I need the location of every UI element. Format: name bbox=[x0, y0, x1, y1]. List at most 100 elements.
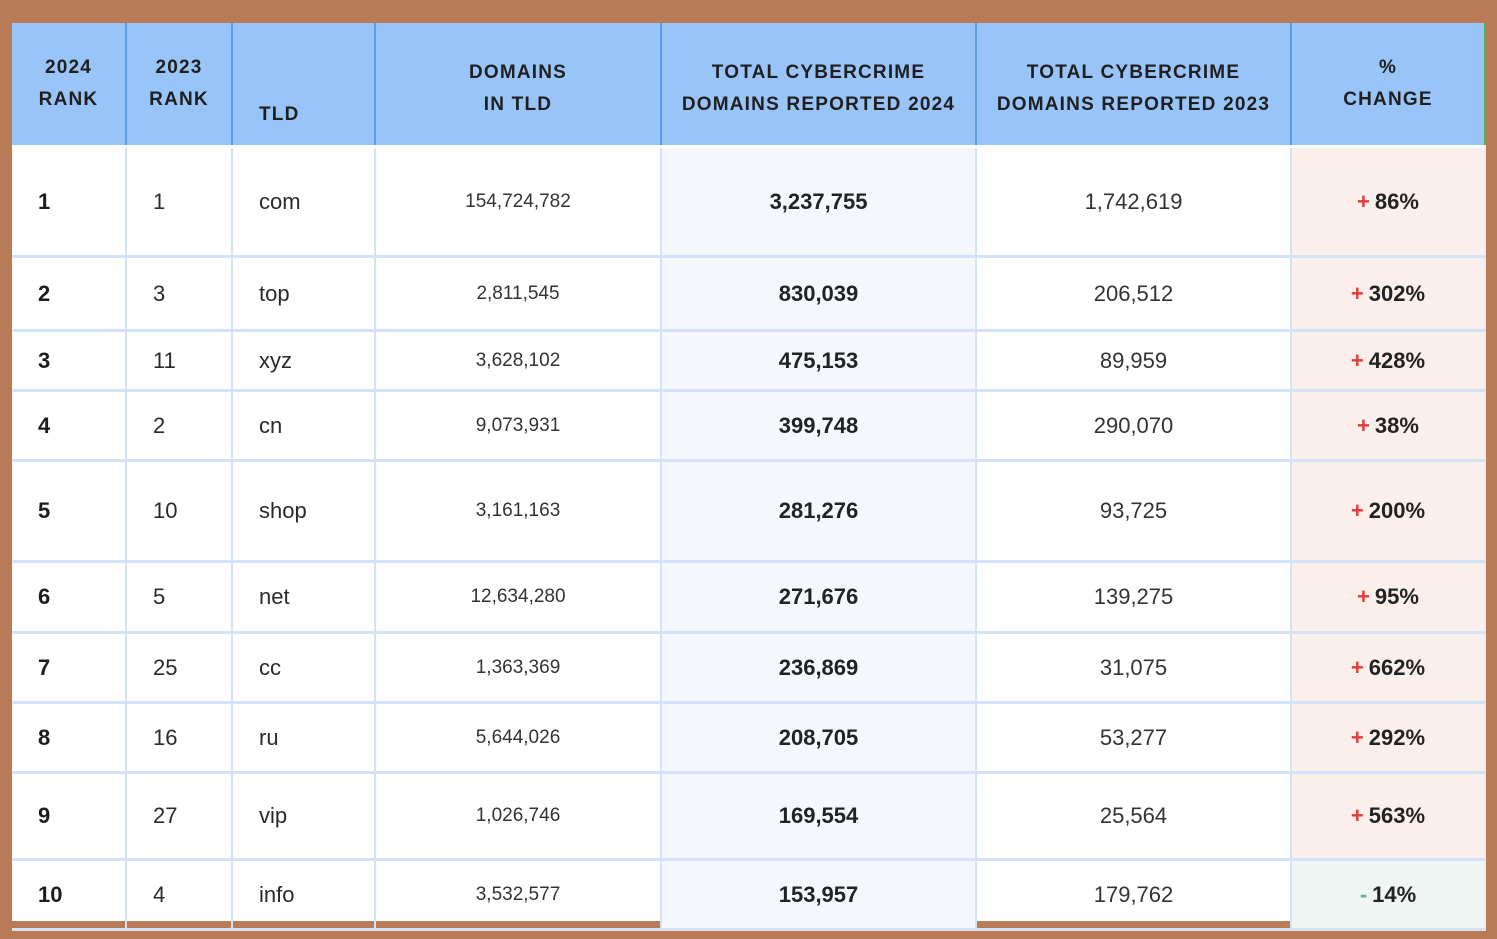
header-line: TOTAL CYBERCRIME bbox=[711, 62, 926, 83]
reported-2024-cell: 475,153 bbox=[661, 330, 977, 392]
header-line: RANK bbox=[38, 89, 99, 110]
table-frame: 2024 RANK 2023 RANK TLD DOMAINS IN TLD T… bbox=[12, 23, 1486, 931]
header-row: 2024 RANK 2023 RANK TLD DOMAINS IN TLD T… bbox=[12, 23, 1486, 148]
table-row: 6 5 net 12,634,280 271,676 139,275 +95% bbox=[12, 561, 1486, 634]
reported-2024-cell: 208,705 bbox=[661, 702, 977, 774]
reported-2024-cell: 3,237,755 bbox=[661, 146, 977, 258]
reported-2024-cell: 153,957 bbox=[661, 859, 977, 931]
tld-cell: net bbox=[232, 561, 376, 634]
tld-cell: cc bbox=[232, 632, 376, 704]
percent-change-cell: +86% bbox=[1290, 146, 1486, 258]
percent-change-value: 292% bbox=[1368, 724, 1426, 750]
tld-cell: cn bbox=[232, 390, 376, 462]
rank-2024-cell: 3 bbox=[12, 330, 127, 392]
reported-2023-cell: 139,275 bbox=[976, 561, 1292, 634]
percent-change-cell: +428% bbox=[1290, 330, 1486, 392]
domains-in-tld-cell: 3,628,102 bbox=[375, 330, 662, 392]
header-line: IN TLD bbox=[483, 94, 553, 115]
header-reported-2023: TOTAL CYBERCRIME DOMAINS REPORTED 2023 bbox=[976, 23, 1292, 148]
increase-sign: + bbox=[1357, 188, 1370, 214]
percent-change-value: 38% bbox=[1374, 412, 1419, 438]
increase-sign: + bbox=[1350, 280, 1364, 306]
header-line: DOMAINS REPORTED 2023 bbox=[996, 94, 1271, 115]
rank-2023-cell: 27 bbox=[126, 772, 233, 861]
header-line: CHANGE bbox=[1343, 89, 1433, 110]
increase-sign: + bbox=[1357, 412, 1370, 438]
rank-2024-cell: 9 bbox=[12, 772, 127, 861]
increase-sign: + bbox=[1350, 803, 1364, 828]
reported-2023-cell: 53,277 bbox=[976, 702, 1292, 774]
percent-change-value: 563% bbox=[1368, 803, 1426, 828]
reported-2023-cell: 206,512 bbox=[976, 256, 1292, 332]
reported-2024-cell: 399,748 bbox=[661, 390, 977, 462]
tld-cell: info bbox=[232, 859, 376, 931]
tld-cell: ru bbox=[232, 702, 376, 774]
increase-sign: + bbox=[1350, 654, 1364, 680]
reported-2023-cell: 89,959 bbox=[976, 330, 1292, 392]
reported-2023-cell: 31,075 bbox=[976, 632, 1292, 704]
rank-2024-cell: 7 bbox=[12, 632, 127, 704]
rank-2024-cell: 6 bbox=[12, 561, 127, 634]
percent-change-cell: +38% bbox=[1290, 390, 1486, 462]
percent-change-cell: +292% bbox=[1290, 702, 1486, 774]
percent-change-cell: -14% bbox=[1290, 859, 1486, 931]
domains-in-tld-cell: 1,363,369 bbox=[375, 632, 662, 704]
percent-change-value: 302% bbox=[1368, 280, 1426, 306]
header-line: RANK bbox=[149, 89, 209, 110]
domains-in-tld-cell: 3,161,163 bbox=[375, 460, 662, 563]
table-row: 10 4 info 3,532,577 153,957 179,762-14% bbox=[12, 859, 1486, 931]
header-rank-2023: 2023 RANK bbox=[126, 23, 233, 148]
table-row: 4 2 cn 9,073,931 399,748 290,070 +38% bbox=[12, 390, 1486, 462]
rank-2023-cell: 1 bbox=[126, 146, 233, 258]
domains-in-tld-cell: 154,724,782 bbox=[375, 146, 662, 258]
rank-2024-cell: 4 bbox=[12, 390, 127, 462]
header-line: TLD bbox=[259, 104, 300, 125]
rank-2023-cell: 3 bbox=[126, 256, 233, 332]
header-line: % bbox=[1378, 57, 1398, 78]
header-percent-change: % CHANGE bbox=[1291, 23, 1486, 148]
header-domains-in-tld: DOMAINS IN TLD bbox=[375, 23, 662, 148]
percent-change-cell: +95% bbox=[1290, 561, 1486, 634]
increase-sign: + bbox=[1350, 724, 1364, 750]
increase-sign: + bbox=[1350, 347, 1364, 373]
rank-2024-cell: 5 bbox=[12, 460, 127, 563]
header-line: 2024 bbox=[44, 57, 93, 78]
percent-change-value: 200% bbox=[1368, 498, 1426, 523]
rank-2023-cell: 2 bbox=[126, 390, 233, 462]
cybercrime-tld-table: 2024 RANK 2023 RANK TLD DOMAINS IN TLD T… bbox=[12, 23, 1486, 931]
percent-change-value: 95% bbox=[1374, 584, 1419, 609]
rank-2024-cell: 10 bbox=[12, 859, 127, 931]
reported-2024-cell: 169,554 bbox=[661, 772, 977, 861]
percent-change-cell: +302% bbox=[1290, 256, 1486, 332]
reported-2023-cell: 25,564 bbox=[976, 772, 1292, 861]
tld-cell: com bbox=[232, 146, 376, 258]
increase-sign: + bbox=[1350, 498, 1364, 523]
domains-in-tld-cell: 9,073,931 bbox=[375, 390, 662, 462]
tld-cell: vip bbox=[232, 772, 376, 861]
domains-in-tld-cell: 12,634,280 bbox=[375, 561, 662, 634]
reported-2023-cell: 1,742,619 bbox=[976, 146, 1292, 258]
header-tld: TLD bbox=[232, 23, 376, 148]
table-row: 8 16 ru 5,644,026 208,705 53,277 +292% bbox=[12, 702, 1486, 774]
percent-change-value: 14% bbox=[1372, 881, 1417, 907]
decrease-sign: - bbox=[1359, 881, 1368, 907]
percent-change-cell: +200% bbox=[1290, 460, 1486, 563]
percent-change-cell: +662% bbox=[1290, 632, 1486, 704]
header-line: TOTAL CYBERCRIME bbox=[1026, 62, 1241, 83]
rank-2023-cell: 10 bbox=[126, 460, 233, 563]
percent-change-value: 86% bbox=[1374, 188, 1419, 214]
header-reported-2024: TOTAL CYBERCRIME DOMAINS REPORTED 2024 bbox=[661, 23, 977, 148]
table-row: 1 1 com 154,724,782 3,237,755 1,742,619 +86% bbox=[12, 146, 1486, 258]
tld-cell: shop bbox=[232, 460, 376, 563]
reported-2024-cell: 236,869 bbox=[661, 632, 977, 704]
reported-2024-cell: 271,676 bbox=[661, 561, 977, 634]
rank-2023-cell: 16 bbox=[126, 702, 233, 774]
percent-change-value: 428% bbox=[1368, 347, 1426, 373]
tld-cell: xyz bbox=[232, 330, 376, 392]
domains-in-tld-cell: 1,026,746 bbox=[375, 772, 662, 861]
reported-2024-cell: 830,039 bbox=[661, 256, 977, 332]
rank-2024-cell: 1 bbox=[12, 146, 127, 258]
rank-2023-cell: 25 bbox=[126, 632, 233, 704]
domains-in-tld-cell: 5,644,026 bbox=[375, 702, 662, 774]
header-rank-2024: 2024 RANK bbox=[12, 23, 127, 148]
